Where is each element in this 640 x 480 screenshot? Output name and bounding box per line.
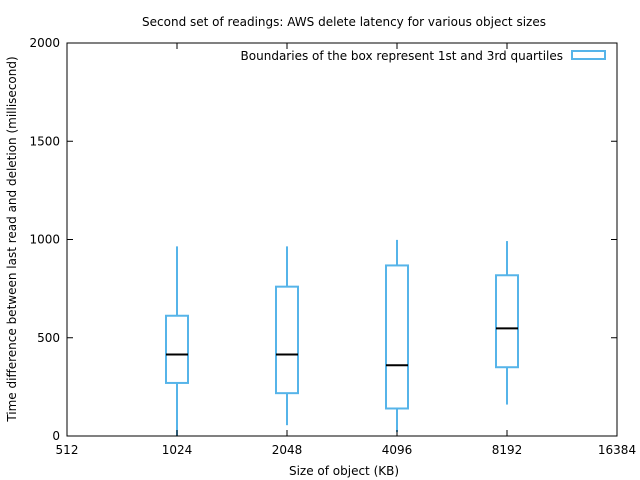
y-tick-label: 500 bbox=[37, 331, 60, 345]
y-axis-label: Time difference between last read and de… bbox=[5, 56, 19, 422]
x-tick-label: 4096 bbox=[382, 443, 413, 457]
x-tick-label: 8192 bbox=[492, 443, 523, 457]
y-tick-label: 2000 bbox=[29, 36, 60, 50]
y-tick-label: 1500 bbox=[29, 134, 60, 148]
boxes-layer bbox=[165, 239, 519, 436]
x-tick-label: 512 bbox=[56, 443, 79, 457]
plot-frame bbox=[66, 42, 618, 437]
legend-label: Boundaries of the box represent 1st and … bbox=[241, 49, 563, 63]
box-group bbox=[495, 241, 519, 405]
x-axis-label: Size of object (KB) bbox=[289, 464, 399, 478]
y-axis: 0 500 1000 1500 2000 bbox=[29, 36, 617, 443]
x-tick-label: 1024 bbox=[162, 443, 193, 457]
box-iqr bbox=[495, 274, 519, 369]
legend: Boundaries of the box represent 1st and … bbox=[241, 49, 606, 63]
box-iqr bbox=[275, 285, 299, 395]
x-axis: 512 1024 2048 4096 8192 16384 bbox=[56, 43, 636, 457]
y-tick-label: 0 bbox=[52, 429, 60, 443]
box-group bbox=[275, 246, 299, 426]
box-iqr bbox=[385, 264, 409, 410]
box-group bbox=[165, 246, 189, 436]
box-iqr bbox=[165, 314, 189, 384]
chart-title: Second set of readings: AWS delete laten… bbox=[142, 15, 546, 29]
x-tick-label: 2048 bbox=[272, 443, 303, 457]
legend-swatch bbox=[571, 50, 606, 60]
box-group bbox=[385, 239, 409, 433]
x-tick-label: 16384 bbox=[598, 443, 636, 457]
y-tick-label: 1000 bbox=[29, 233, 60, 247]
